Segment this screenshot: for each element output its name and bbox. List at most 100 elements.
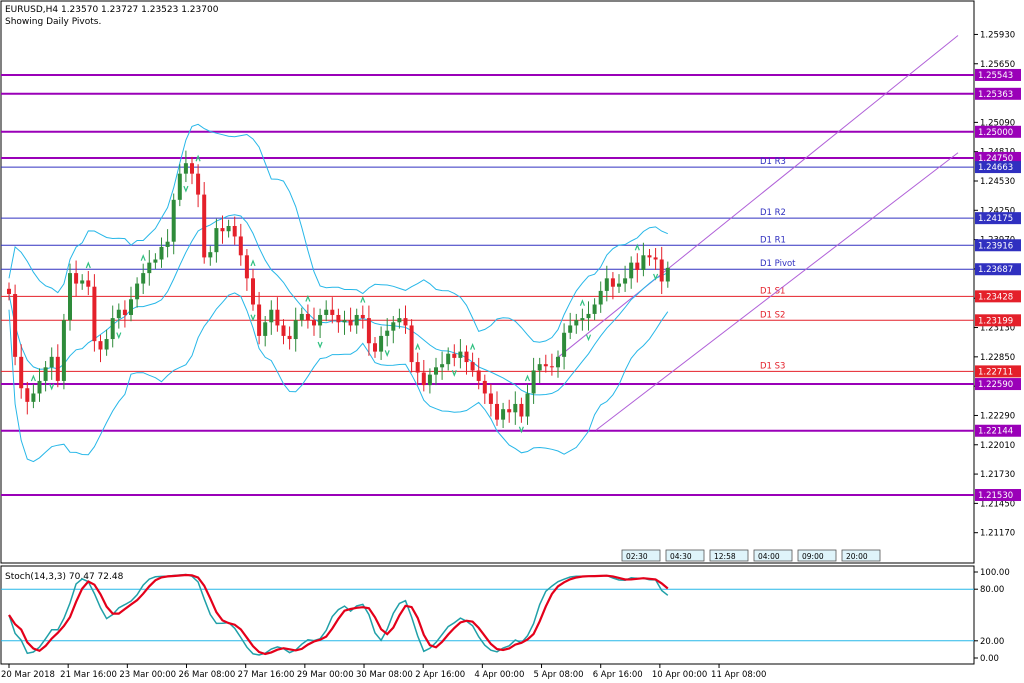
candle-body (617, 283, 621, 287)
price-tag-box (975, 151, 1021, 164)
timer-box-label: 12:58 (714, 552, 736, 561)
candle-body (653, 257, 658, 260)
fractal-up-marker (250, 259, 256, 267)
candle-body (592, 304, 597, 314)
candle-body (293, 320, 298, 340)
time-tick-label: 30 Mar 08:00 (356, 670, 413, 680)
price-tick-label: 1.23130 (980, 324, 1015, 334)
candle-body (226, 226, 231, 232)
time-tick-label: 29 Mar 00:00 (297, 670, 354, 680)
candle-body (257, 304, 262, 336)
price-tag-label: 1.24663 (978, 163, 1013, 173)
fractal-down-marker (585, 334, 592, 342)
price-tag-box (975, 489, 1021, 502)
candle-body (537, 364, 542, 371)
horizontal-levels: D1 R3 D1 R2 D1 R1 D1 Pivot D1 S1 D1 S2 D1 S3 (1, 73, 974, 497)
candle-body (147, 262, 152, 274)
candle-body (37, 380, 42, 394)
candle-body (568, 325, 573, 333)
candle-body (586, 313, 591, 319)
time-tick-label: 21 Mar 16:00 (60, 670, 117, 680)
candle-body (379, 335, 384, 352)
candle-body (342, 320, 347, 323)
candle-body (110, 318, 115, 340)
stoch-signal-line (8, 573, 669, 656)
candle-body (80, 280, 85, 284)
candle-body (421, 372, 426, 386)
candle-body (86, 280, 91, 287)
price-tick-label: 1.22850 (980, 353, 1015, 363)
candlesticks (7, 150, 670, 434)
candle-body (135, 283, 140, 300)
candle-body (501, 409, 506, 420)
candle-body (49, 356, 54, 368)
candle-body (159, 246, 164, 260)
time-tick-label: 4 Apr 00:00 (474, 670, 524, 680)
candle-body (287, 335, 292, 340)
fractal-up-marker (470, 343, 476, 350)
candle-body (251, 278, 255, 305)
candle-body (507, 409, 512, 413)
candle-body (623, 278, 628, 284)
candle-body (434, 367, 438, 375)
timer-box-label: 02:30 (626, 552, 648, 561)
candle-body (543, 364, 548, 367)
price-tick-label: 1.21450 (980, 499, 1015, 509)
candle-body (98, 341, 103, 350)
fractal-up-marker (579, 299, 585, 306)
price-tag-box (975, 263, 1021, 276)
price-tag-box (975, 68, 1021, 81)
bollinger-line (8, 123, 668, 343)
pivot-level-label: D1 R3 (760, 157, 786, 167)
candle-body (610, 278, 615, 287)
stoch-main-line (8, 573, 669, 656)
timer-box-label: 20:00 (846, 552, 868, 561)
timer-box-label: 04:30 (670, 552, 692, 561)
candle-body (122, 309, 127, 315)
fractal-up-marker (30, 374, 36, 382)
price-tag-label: 1.24750 (978, 154, 1013, 164)
price-tag-label: 1.25363 (978, 90, 1013, 100)
stochastic-oscillator: 100.00 80.00 20.00 0.00 (1, 568, 1010, 664)
candle-body (391, 322, 396, 331)
stoch-tick-label: 100.00 (980, 568, 1010, 578)
price-tag-label: 1.22590 (978, 380, 1013, 390)
candle-body (25, 388, 30, 402)
fractal-up-marker (85, 261, 91, 269)
price-tick-label: 1.22010 (980, 441, 1015, 451)
candle-body (19, 356, 24, 389)
timer-box-label: 04:00 (758, 552, 780, 561)
candle-body (403, 318, 408, 326)
candle-body (488, 393, 493, 404)
candle-body (446, 353, 451, 365)
price-tag-box (975, 212, 1021, 225)
price-tick-label: 1.21730 (980, 470, 1015, 480)
candle-body (141, 273, 146, 284)
channel-lower-line (595, 152, 959, 431)
timer-box (709, 549, 749, 562)
price-tick-label: 1.24530 (980, 177, 1015, 187)
candle-body (214, 228, 219, 253)
candle-body (269, 309, 274, 323)
candle-body (519, 403, 524, 417)
price-tag-box (975, 290, 1021, 303)
fractal-down-marker (653, 273, 659, 281)
timer-box (841, 549, 881, 562)
candle-body (153, 259, 158, 263)
candle-body (202, 194, 207, 258)
price-tick-label: 1.25930 (980, 30, 1015, 40)
candle-body (531, 370, 536, 394)
price-tag-box (975, 87, 1021, 100)
candle-body (373, 343, 377, 352)
price-tag-box (975, 239, 1021, 252)
time-tick-label: 27 Mar 16:00 (238, 670, 295, 680)
price-tag-label: 1.21530 (978, 491, 1013, 501)
candle-body (232, 226, 237, 237)
candle-body (427, 374, 432, 386)
price-tag-box (975, 314, 1021, 327)
candle-body (61, 320, 66, 381)
candle-body (183, 163, 188, 174)
price-tag-box (975, 365, 1021, 378)
